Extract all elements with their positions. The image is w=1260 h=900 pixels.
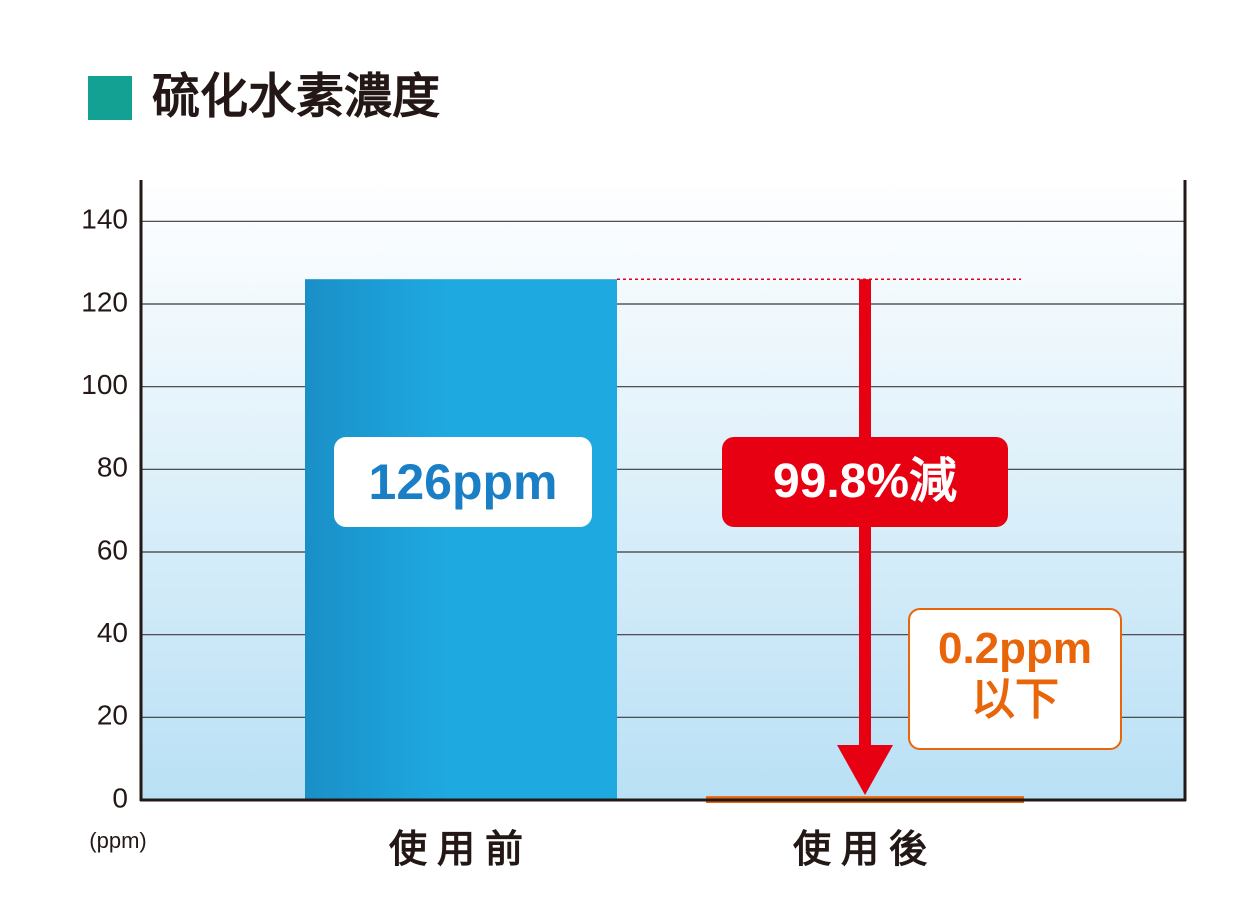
- annotation: 99.8%減: [722, 437, 1008, 527]
- y-tick-label: 40: [97, 617, 128, 648]
- x-tick-label: 使用後: [793, 829, 937, 871]
- y-tick-label: 0: [112, 782, 128, 813]
- y-tick-label: 60: [97, 534, 128, 565]
- y-tick-label: 20: [97, 700, 128, 731]
- value-label: 126ppm: [334, 437, 592, 527]
- bar: [305, 279, 617, 800]
- x-tick-label: 使用前: [389, 829, 533, 871]
- value-label: 0.2ppm以下: [908, 608, 1122, 750]
- y-tick-label: 140: [81, 204, 128, 235]
- y-tick-label: 80: [97, 452, 128, 483]
- chart-title: 硫化水素濃度: [152, 71, 440, 124]
- arrow-head: [837, 745, 893, 795]
- y-axis-unit: (ppm): [89, 828, 146, 853]
- y-tick-label: 100: [81, 369, 128, 400]
- title-marker: [88, 76, 132, 120]
- y-tick-label: 120: [81, 286, 128, 317]
